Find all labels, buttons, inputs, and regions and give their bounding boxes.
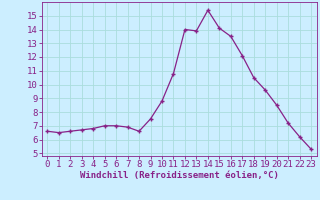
X-axis label: Windchill (Refroidissement éolien,°C): Windchill (Refroidissement éolien,°C): [80, 171, 279, 180]
